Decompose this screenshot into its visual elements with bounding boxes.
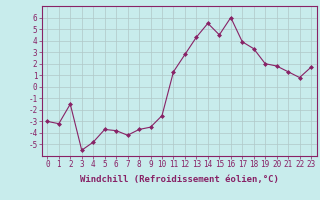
X-axis label: Windchill (Refroidissement éolien,°C): Windchill (Refroidissement éolien,°C) [80, 175, 279, 184]
